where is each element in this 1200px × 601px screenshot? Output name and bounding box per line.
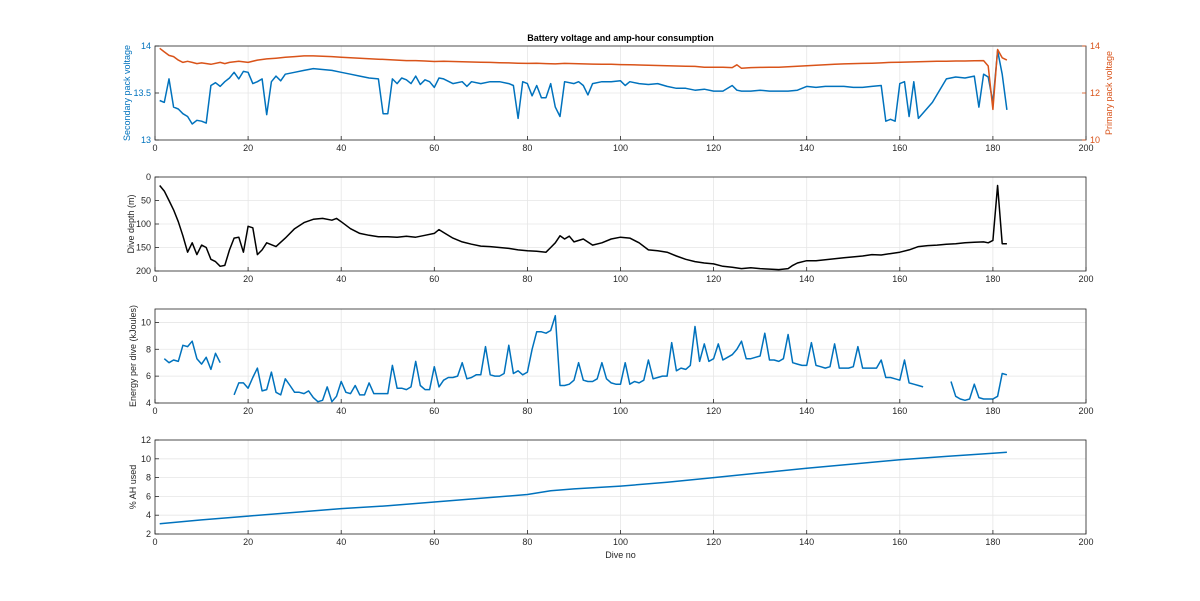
ah-xtick-label: 60 [429, 537, 439, 547]
energy-xtick-label: 60 [429, 406, 439, 416]
energy-xtick-label: 200 [1078, 406, 1093, 416]
voltage-series [159, 47, 1008, 125]
voltage-xtick-label: 120 [706, 143, 721, 153]
ah-xtick-label: 140 [799, 537, 814, 547]
voltage-y2tick-label: 12 [1090, 88, 1100, 98]
voltage-ticks: 0 20 40 60 80 100 120 140 160 180 200 13 13.5 14 10 12 1… [133, 41, 1100, 153]
energy-panel: 0 20 40 60 80 100 120 140 160 180 200 4 6 8 10 Energy … [128, 305, 1094, 416]
energy-series [163, 314, 1008, 403]
voltage-ytick-label: 13 [141, 135, 151, 145]
figure-title: Battery voltage and amp-hour consumption [527, 33, 714, 43]
depth-xtick-label: 200 [1078, 274, 1093, 284]
ah-ytick-label: 6 [146, 491, 151, 501]
voltage-xtick-label: 160 [892, 143, 907, 153]
ah-xtick-label: 40 [336, 537, 346, 547]
ah-series-line-0 [159, 451, 1007, 525]
voltage-ytick-label: 14 [141, 41, 151, 51]
ah-xtick-label: 100 [613, 537, 628, 547]
depth-xtick-label: 100 [613, 274, 628, 284]
voltage-left-ylabel: Secondary pack voltage [122, 45, 132, 141]
ah-xtick-label: 180 [985, 537, 1000, 547]
ah-xtick-label: 120 [706, 537, 721, 547]
ah-ytick-label: 12 [141, 435, 151, 445]
energy-xtick-label: 160 [892, 406, 907, 416]
energy-xtick-label: 20 [243, 406, 253, 416]
ah-series [159, 451, 1007, 525]
energy-ylabel: Energy per dive (kJoules) [128, 305, 138, 407]
voltage-xtick-label: 180 [985, 143, 1000, 153]
voltage-series-line-0 [159, 49, 1008, 125]
ah-ticks: 0 20 40 60 80 100 120 140 160 180 200 2 4 6 8 10 12 [141, 435, 1094, 547]
energy-xtick-label: 0 [152, 406, 157, 416]
depth-xtick-label: 0 [152, 274, 157, 284]
energy-ytick-label: 10 [141, 317, 151, 327]
voltage-xtick-label: 60 [429, 143, 439, 153]
depth-xtick-label: 80 [522, 274, 532, 284]
depth-ytick-label: 100 [136, 219, 151, 229]
depth-ytick-label: 50 [141, 196, 151, 206]
energy-series-line-0-segment-1 [233, 314, 924, 403]
ah-panel: 0 20 40 60 80 100 120 140 160 180 200 2 4 6 8 10 12 % AH… [128, 435, 1094, 560]
voltage-right-ylabel: Primary pack voltage [1104, 51, 1114, 135]
ah-xtick-label: 20 [243, 537, 253, 547]
depth-xtick-label: 160 [892, 274, 907, 284]
ah-ytick-label: 2 [146, 529, 151, 539]
ah-ytick-label: 8 [146, 473, 151, 483]
ah-xlabel: Dive no [605, 550, 636, 560]
voltage-xtick-label: 20 [243, 143, 253, 153]
depth-ytick-label: 0 [146, 172, 151, 182]
energy-xtick-label: 40 [336, 406, 346, 416]
depth-ytick-label: 200 [136, 266, 151, 276]
depth-series [159, 184, 1007, 271]
voltage-panel: 0 20 40 60 80 100 120 140 160 180 200 13 13.5 14 10 12 1… [122, 41, 1114, 153]
energy-ytick-label: 8 [146, 344, 151, 354]
energy-xtick-label: 80 [522, 406, 532, 416]
ah-xtick-label: 160 [892, 537, 907, 547]
voltage-y2tick-label: 14 [1090, 41, 1100, 51]
energy-ticks: 0 20 40 60 80 100 120 140 160 180 200 4 6 8 10 [141, 317, 1094, 416]
depth-xtick-label: 40 [336, 274, 346, 284]
voltage-xtick-label: 80 [522, 143, 532, 153]
ah-ytick-label: 4 [146, 510, 151, 520]
depth-series-line-0 [159, 184, 1007, 271]
energy-xtick-label: 100 [613, 406, 628, 416]
depth-panel: 0 20 40 60 80 100 120 140 160 180 200050100150200 … [126, 172, 1094, 284]
depth-xtick-label: 180 [985, 274, 1000, 284]
ah-xtick-label: 200 [1078, 537, 1093, 547]
energy-series-line-0-segment-0 [163, 340, 221, 371]
voltage-series-line-1 [159, 47, 1008, 111]
energy-xtick-label: 140 [799, 406, 814, 416]
energy-xtick-label: 180 [985, 406, 1000, 416]
energy-series-line-0-segment-2 [950, 372, 1008, 402]
energy-ytick-label: 4 [146, 398, 151, 408]
ah-ytick-label: 10 [141, 454, 151, 464]
voltage-xtick-label: 200 [1078, 143, 1093, 153]
voltage-xtick-label: 140 [799, 143, 814, 153]
depth-ytick-label: 150 [136, 243, 151, 253]
ah-xtick-label: 0 [152, 537, 157, 547]
energy-xtick-label: 120 [706, 406, 721, 416]
depth-xtick-label: 120 [706, 274, 721, 284]
voltage-xtick-label: 0 [152, 143, 157, 153]
depth-xtick-label: 20 [243, 274, 253, 284]
voltage-y2tick-label: 10 [1090, 135, 1100, 145]
depth-xtick-label: 140 [799, 274, 814, 284]
ah-xtick-label: 80 [522, 537, 532, 547]
depth-ylabel: Dive depth (m) [126, 194, 136, 253]
energy-ytick-label: 6 [146, 371, 151, 381]
voltage-ytick-label: 13.5 [133, 88, 151, 98]
voltage-xtick-label: 40 [336, 143, 346, 153]
voltage-xtick-label: 100 [613, 143, 628, 153]
ah-ylabel: % AH used [128, 465, 138, 510]
depth-xtick-label: 60 [429, 274, 439, 284]
